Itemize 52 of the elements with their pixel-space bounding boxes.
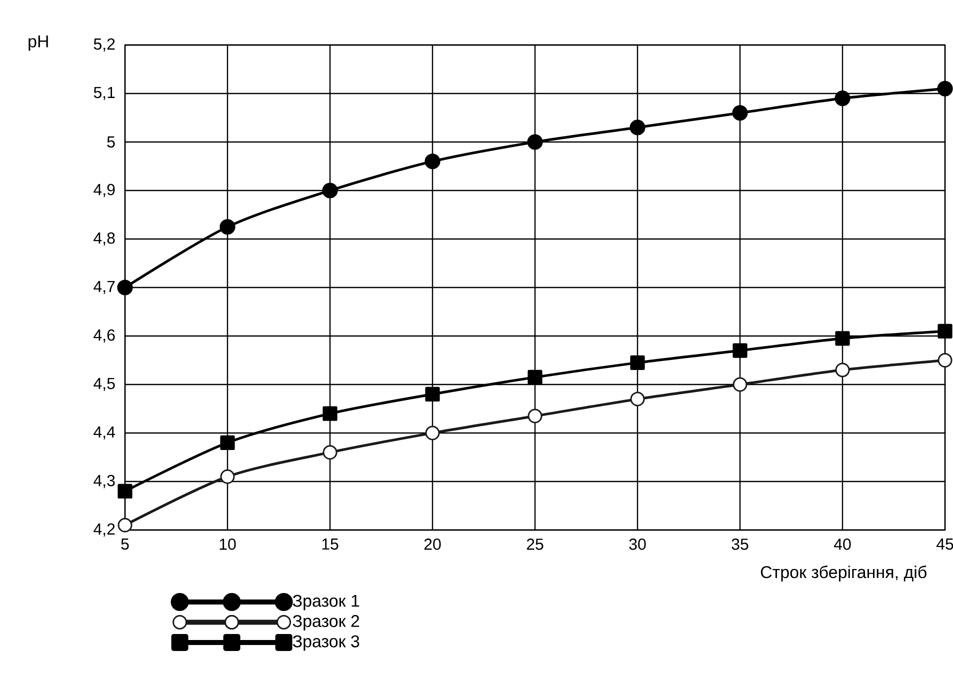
point bbox=[528, 408, 542, 424]
point bbox=[937, 80, 953, 96]
x-tick-label: 45 bbox=[936, 538, 953, 550]
y-tick-label: 5 bbox=[107, 136, 115, 148]
y-tick-label: 4,4 bbox=[94, 426, 116, 440]
point bbox=[630, 355, 645, 370]
x-tick-label: 25 bbox=[526, 538, 544, 550]
point bbox=[117, 280, 133, 296]
point bbox=[527, 134, 543, 150]
point bbox=[118, 484, 132, 499]
point bbox=[322, 445, 338, 460]
y-tick-label: 4,6 bbox=[94, 329, 115, 343]
point bbox=[322, 406, 338, 421]
point bbox=[938, 324, 952, 338]
y-tick-label: 5,2 bbox=[94, 38, 115, 52]
point bbox=[835, 362, 850, 378]
point bbox=[938, 353, 952, 368]
point bbox=[835, 331, 850, 346]
point bbox=[630, 120, 646, 136]
point bbox=[118, 518, 132, 532]
point bbox=[425, 426, 440, 440]
x-axis-title: Строк зберігання, діб bbox=[760, 566, 926, 582]
point bbox=[732, 105, 748, 121]
point bbox=[425, 386, 440, 402]
point bbox=[630, 392, 645, 406]
y-axis-title: pH bbox=[28, 36, 48, 51]
x-tick-label: 15 bbox=[322, 538, 338, 550]
point bbox=[220, 435, 235, 450]
y-tick-label: 5,1 bbox=[94, 86, 115, 100]
point bbox=[732, 377, 748, 392]
x-tick-label: 30 bbox=[629, 538, 646, 550]
legend-label: Зразок 1 bbox=[292, 594, 360, 610]
point bbox=[220, 469, 235, 484]
x-tick-label: 40 bbox=[834, 538, 851, 550]
point bbox=[424, 154, 440, 170]
legend-label: Зразок 3 bbox=[292, 635, 360, 651]
x-tick-label: 35 bbox=[732, 538, 748, 550]
y-tick-label: 4,5 bbox=[94, 378, 115, 392]
y-tick-label: 4,9 bbox=[94, 184, 115, 198]
y-tick-label: 4,2 bbox=[94, 523, 115, 537]
point bbox=[732, 343, 748, 358]
y-tick-label: 4,3 bbox=[94, 474, 115, 488]
point bbox=[528, 370, 542, 385]
point bbox=[322, 182, 338, 198]
y-tick-label: 4,8 bbox=[94, 232, 115, 246]
x-tick-label: 20 bbox=[424, 538, 441, 550]
x-tick-label: 5 bbox=[121, 538, 129, 550]
y-tick-label: 4,7 bbox=[94, 280, 115, 294]
point bbox=[834, 90, 850, 106]
point bbox=[220, 219, 236, 235]
x-tick-label: 10 bbox=[220, 538, 236, 550]
legend-label: Зразок 2 bbox=[292, 615, 360, 630]
